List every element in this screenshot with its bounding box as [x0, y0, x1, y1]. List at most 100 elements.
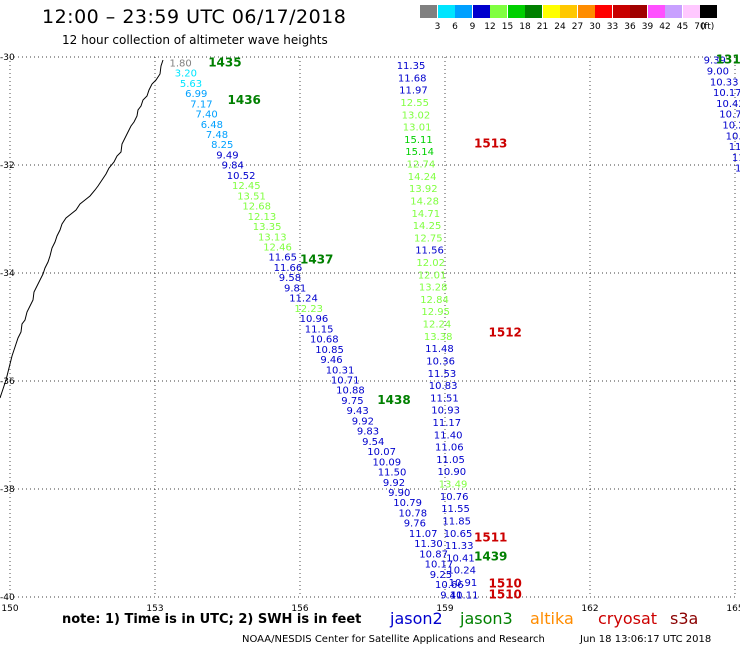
legend-swatch	[577, 5, 595, 18]
lon-tick-label: 162	[581, 604, 598, 612]
lon-tick-label: 156	[291, 604, 308, 612]
wave-height-value: 10.23	[722, 121, 740, 132]
legend-label: 36	[624, 22, 636, 32]
wave-height-value: 13.92	[409, 184, 438, 195]
wave-height-value: 11.65	[268, 253, 297, 264]
wave-height-value: 15.14	[405, 147, 434, 158]
wave-height-value: 10.41	[446, 553, 475, 564]
footer-note: note: 1) Time is in UTC; 2) SWH is in fe…	[62, 612, 362, 627]
wave-height-value: 11.40	[434, 430, 463, 441]
wave-height-value: 10.79	[393, 498, 422, 509]
wave-height-value: 11.35	[397, 61, 426, 72]
legend-swatch	[700, 5, 717, 18]
pass-number-label: 1438	[377, 393, 410, 407]
wave-height-value: 12.84	[420, 295, 449, 306]
wave-height-value: 11.53	[428, 369, 457, 380]
wave-height-value: 12.45	[232, 181, 261, 192]
legend-swatch	[490, 5, 507, 18]
lon-tick-label: 165	[726, 604, 740, 612]
pass-number-label: 1439	[474, 550, 507, 564]
wave-height-value: 11.05	[436, 455, 465, 466]
wave-height-value: 9.54	[362, 437, 384, 448]
wave-height-value: 9.92	[383, 478, 405, 489]
legend-label: 6	[452, 22, 458, 32]
wave-height-value: 15.11	[404, 135, 433, 146]
wave-height-value: 10.76	[440, 492, 469, 503]
wave-height-value: 11.97	[399, 86, 428, 97]
wave-height-value: 14.28	[410, 197, 439, 208]
wave-height-value: 10.31	[326, 365, 355, 376]
lon-tick-label: 150	[1, 604, 18, 612]
wave-height-value: 9.00	[707, 67, 729, 78]
wave-height-value: 12.75	[414, 233, 443, 244]
wave-height-value: 11.15	[305, 324, 334, 335]
pass-number-label: 1510	[489, 587, 522, 601]
wave-height-value: 9.92	[352, 416, 374, 427]
wave-height-value: 11.48	[425, 344, 454, 355]
wave-height-value: 12.95	[421, 307, 450, 318]
legend-swatch	[630, 5, 647, 18]
wave-height-value: 7.17	[190, 99, 212, 110]
legend-label: 15	[501, 22, 514, 32]
wave-height-value: 10.33	[710, 77, 739, 88]
wave-height-value: 9.49	[216, 151, 238, 162]
satellite-name-jason2: jason2	[390, 609, 443, 628]
wave-height-value: 10.17	[713, 88, 740, 99]
wave-height-value: 9.41	[440, 590, 462, 601]
wave-height-value: 7.48	[206, 130, 228, 141]
wave-height-value: 10.90	[438, 467, 467, 478]
legend-swatch	[455, 5, 472, 18]
wave-height-value: 6.99	[185, 89, 207, 100]
wave-height-value: 11.30	[414, 539, 443, 550]
legend-label: 33	[606, 22, 619, 32]
credit-line: NOAA/NESDIS Center for Satellite Applica…	[242, 634, 545, 645]
wave-height-value: 12.13	[248, 212, 277, 223]
wave-height-value: 11.56	[415, 246, 444, 257]
wave-height-value: 10.42	[716, 99, 740, 110]
lon-tick-label: 159	[436, 604, 453, 612]
lat-tick-label: -32	[0, 161, 15, 171]
wave-height-value: 9.58	[279, 273, 301, 284]
wave-height-value: 13.49	[439, 480, 468, 491]
wave-height-value: 12.46	[263, 243, 292, 254]
wave-height-value: 3.20	[175, 69, 197, 80]
pass-number-label: 1436	[228, 93, 261, 107]
pass-number-label: 1513	[474, 136, 507, 150]
wave-height-value: 9.43	[347, 406, 369, 417]
legend-label: 21	[536, 22, 549, 32]
wave-height-value: 10.93	[431, 406, 460, 417]
wave-height-value: 9.76	[404, 519, 426, 530]
lon-tick-label: 153	[146, 604, 163, 612]
wave-height-value: 7.40	[196, 110, 218, 121]
wave-height-value: 10.83	[429, 381, 458, 392]
legend-swatch	[665, 5, 682, 18]
wave-height-value: 10.49	[726, 131, 740, 142]
lat-tick-label: -36	[0, 377, 15, 387]
legend-label: 12	[484, 22, 496, 32]
wave-height-value: 6.48	[201, 120, 223, 131]
legend-unit: (ft)	[700, 22, 715, 32]
wave-height-value: 9.81	[284, 283, 306, 294]
satellite-name-jason3: jason3	[460, 609, 513, 628]
pass-number-label: 1510	[489, 577, 522, 591]
color-legend: 3 6 9 12 15 18 21 24 27 30 33 36 39 42 45 70 (ft)	[420, 5, 740, 37]
pass-labels: 1435 1436 1437 1438 1439 1513 1512 1511 15101510…	[208, 53, 740, 602]
legend-swatch	[507, 5, 525, 18]
wave-height-value: 10.52	[227, 171, 256, 182]
map-title: 12:00 – 23:59 UTC 06/17/2018	[42, 6, 347, 28]
legend-label: 70	[694, 22, 706, 32]
wave-height-value: 9.46	[320, 355, 342, 366]
wave-height-value: 12.23	[294, 304, 323, 315]
generation-timestamp: Jun 18 13:06:17 UTC 2018	[580, 634, 712, 645]
satellite-name-altika: altika	[530, 609, 574, 628]
wave-height-value: 11.99	[729, 142, 740, 153]
wave-height-value: 13.13	[258, 232, 287, 243]
wave-height-value: 11.68	[398, 73, 427, 84]
wave-height-map: 150 153 156 159 162 165 -30 -32 -34 -36 -38 -40 1.8…	[0, 53, 740, 612]
wave-height-value: 11.21	[735, 164, 740, 175]
wave-height-value: 12.68	[242, 202, 271, 213]
legend-swatch	[525, 5, 542, 18]
legend-swatch	[560, 5, 577, 18]
wave-height-value: 11.89	[732, 153, 740, 164]
wave-height-value: 13.51	[237, 191, 266, 202]
